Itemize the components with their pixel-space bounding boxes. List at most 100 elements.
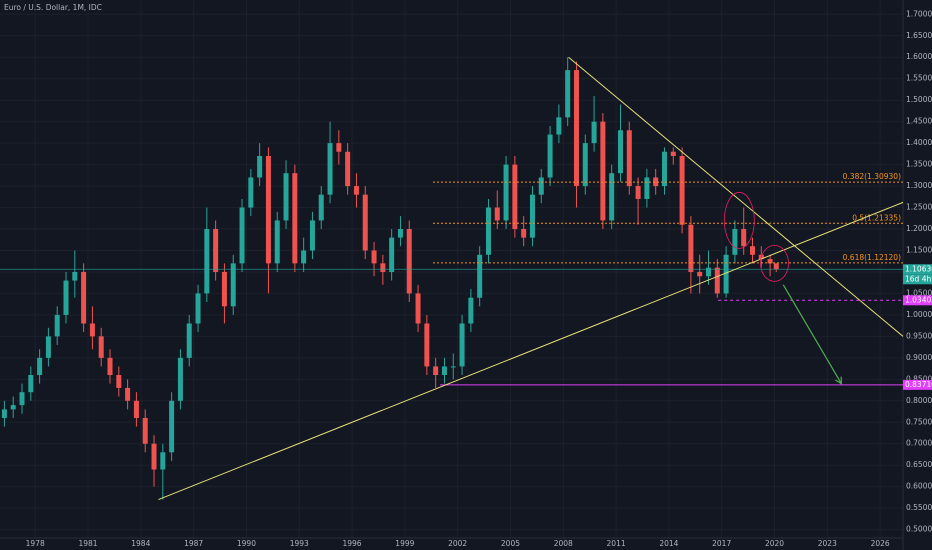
candle-body bbox=[644, 177, 650, 199]
candle-body bbox=[468, 297, 474, 324]
candle-body bbox=[204, 229, 210, 294]
candle-body bbox=[362, 194, 368, 251]
candle-body bbox=[714, 267, 720, 294]
candle-body bbox=[415, 293, 421, 324]
x-tick-label: 2020 bbox=[765, 539, 784, 548]
candle-body bbox=[591, 121, 597, 144]
x-tick-label: 2011 bbox=[607, 539, 626, 548]
candle-body bbox=[741, 229, 747, 247]
candle-body bbox=[670, 151, 676, 157]
y-tick-label: 1.20000 bbox=[906, 224, 932, 233]
candle-body bbox=[151, 443, 157, 470]
candle-body bbox=[380, 263, 386, 272]
candle-body bbox=[318, 194, 324, 221]
candle-body bbox=[450, 366, 456, 368]
candle-body bbox=[213, 229, 219, 272]
candle-body bbox=[265, 156, 271, 264]
candle-body bbox=[494, 207, 500, 221]
candle-body bbox=[750, 246, 755, 255]
candle-body bbox=[389, 237, 395, 272]
candle-body bbox=[521, 229, 527, 238]
candle-body bbox=[283, 173, 289, 221]
candle-body bbox=[459, 323, 465, 367]
x-tick-label: 2005 bbox=[501, 539, 520, 548]
candle-body bbox=[63, 280, 69, 315]
y-tick-label: 1.30000 bbox=[906, 181, 932, 190]
candle-body bbox=[142, 417, 148, 444]
arrow-head bbox=[835, 376, 843, 385]
candle-body bbox=[582, 143, 588, 187]
candle-body bbox=[336, 143, 342, 152]
candle-body bbox=[98, 336, 104, 358]
x-tick-label: 1984 bbox=[131, 539, 150, 548]
candle-body bbox=[547, 134, 553, 178]
y-tick-label: 1.00000 bbox=[906, 310, 932, 319]
candle-body bbox=[37, 357, 43, 376]
candle-body bbox=[617, 130, 623, 174]
candle-body bbox=[327, 143, 333, 195]
candle-body bbox=[371, 250, 377, 264]
candle-body bbox=[688, 224, 694, 272]
candle-body bbox=[54, 314, 60, 337]
candle-body bbox=[556, 117, 562, 135]
candle-body bbox=[424, 323, 430, 367]
candle-body bbox=[635, 186, 641, 199]
x-tick-label: 2002 bbox=[448, 539, 467, 548]
candle-body bbox=[723, 254, 729, 294]
x-tick-label: 2014 bbox=[659, 539, 678, 548]
x-tick-label: 2026 bbox=[871, 539, 890, 548]
y-tick-label: 1.25000 bbox=[906, 203, 932, 212]
candle-body bbox=[274, 220, 280, 264]
price-label: 1.03403 bbox=[905, 295, 932, 304]
x-tick-label: 1996 bbox=[342, 539, 361, 548]
candle-body bbox=[169, 400, 175, 453]
candle-body bbox=[485, 207, 491, 255]
y-tick-label: 1.05000 bbox=[906, 288, 932, 297]
candle-body bbox=[538, 177, 544, 195]
highlight-circle bbox=[760, 244, 789, 282]
candle-body bbox=[45, 336, 51, 358]
candle-body bbox=[221, 271, 227, 307]
candle-body bbox=[177, 357, 183, 401]
candle-body bbox=[353, 186, 359, 195]
y-tick-label: 1.45000 bbox=[906, 117, 932, 126]
candle-body bbox=[679, 156, 685, 225]
candle-body bbox=[600, 121, 606, 221]
fib-label: 0.382(1.30930) bbox=[843, 172, 901, 181]
candle-body bbox=[773, 263, 779, 270]
candle-body bbox=[125, 387, 131, 401]
countdown-box bbox=[903, 274, 932, 285]
candle-body bbox=[345, 151, 351, 187]
candle-body bbox=[565, 70, 571, 118]
candle-body bbox=[28, 375, 34, 393]
candle-body bbox=[433, 366, 439, 376]
candle-body bbox=[248, 177, 254, 208]
candle-body bbox=[705, 267, 711, 277]
y-tick-label: 1.35000 bbox=[906, 160, 932, 169]
chart-title: Euro / U.S. Dollar, 1M, IDC bbox=[4, 3, 102, 12]
candle-body bbox=[529, 194, 535, 238]
price-label-box bbox=[903, 295, 932, 306]
x-tick-label: 2023 bbox=[818, 539, 837, 548]
candle-body bbox=[406, 229, 412, 294]
x-tick-label: 1987 bbox=[184, 539, 203, 548]
price-label: 0.83710 bbox=[905, 380, 932, 389]
x-tick-label: 2008 bbox=[554, 539, 573, 548]
price-label: 1.10630 bbox=[905, 264, 932, 273]
candle-body bbox=[72, 271, 78, 281]
candle-body bbox=[477, 254, 483, 298]
candle-body bbox=[1, 409, 7, 418]
x-tick-label: 1981 bbox=[78, 539, 97, 548]
candle-body bbox=[626, 130, 632, 187]
